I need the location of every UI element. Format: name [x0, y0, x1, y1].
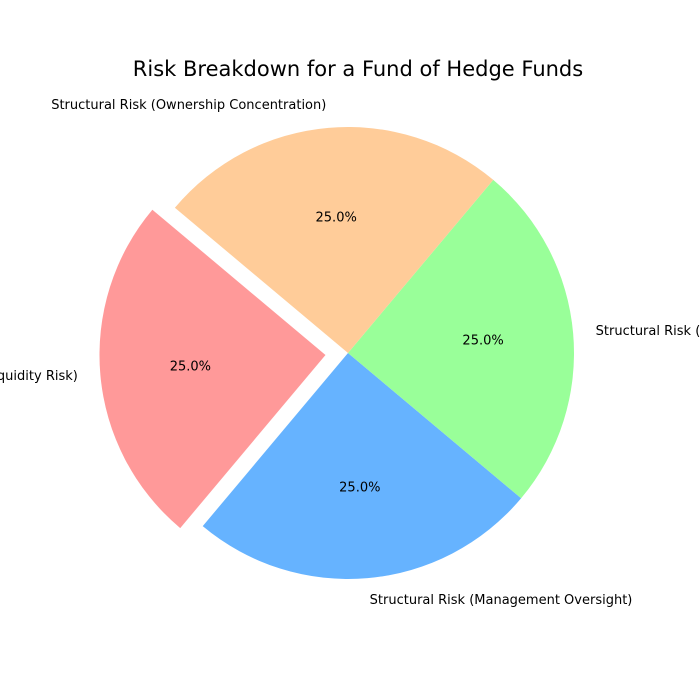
slice-percent-label: 25.0% — [339, 481, 380, 496]
pie-slice — [202, 353, 522, 579]
slice-percent-label: 25.0% — [316, 210, 357, 225]
pie-slice — [174, 127, 494, 353]
slice-labels: Liquidity Risk (Full Liquidity Risk) Stru… — [0, 98, 700, 608]
slice-label: Structural Risk (Management Oversight) — [370, 593, 633, 608]
slice-label: Structural Risk (Fund Structure) — [596, 324, 700, 339]
pie-slice — [99, 209, 326, 529]
slice-percent-labels: 25.0% 25.0% 25.0% 25.0% — [170, 210, 504, 495]
pie-slices — [99, 127, 574, 579]
pie-slice — [348, 179, 574, 499]
slice-label: Liquidity Risk (Full Liquidity Risk) — [0, 369, 78, 384]
slice-percent-label: 25.0% — [170, 359, 211, 374]
slice-label: Structural Risk (Ownership Concentration… — [51, 98, 326, 113]
chart-title: Risk Breakdown for a Fund of Hedge Funds — [133, 57, 583, 81]
slice-percent-label: 25.0% — [462, 334, 503, 349]
